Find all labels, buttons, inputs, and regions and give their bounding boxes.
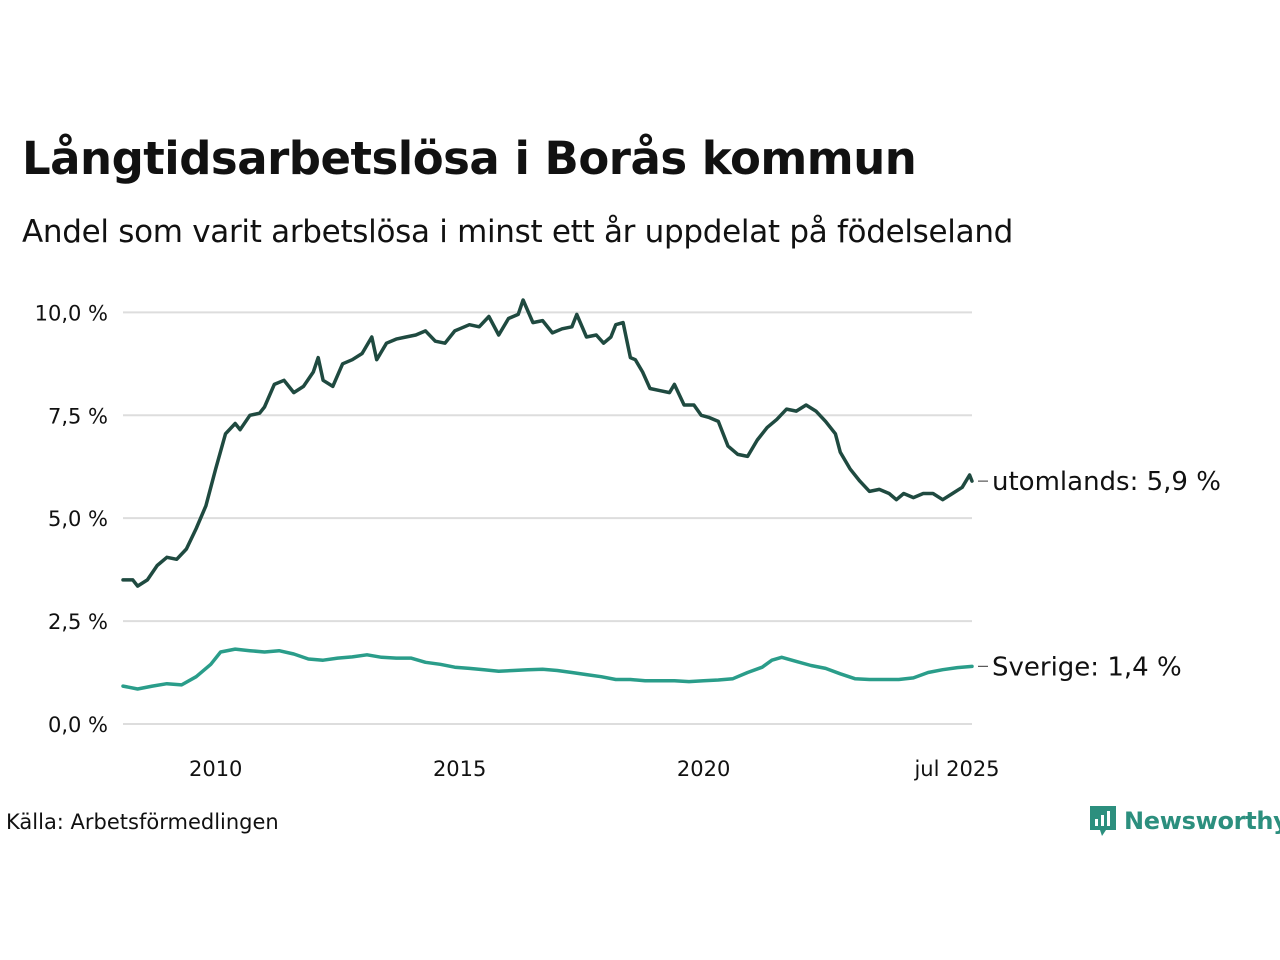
series-end-label: Sverige: 1,4 % xyxy=(992,652,1182,682)
y-tick-label: 10,0 % xyxy=(35,301,108,325)
y-axis-ticks: 0,0 % 2,5 % 5,0 % 7,5 % 10,0 % xyxy=(35,301,108,737)
gridlines xyxy=(123,311,972,725)
series-line-utomlands xyxy=(121,298,974,588)
chart-title: Långtidsarbetslösa i Borås kommun xyxy=(22,132,917,185)
newsworthy-logo: Newsworthy xyxy=(1088,804,1280,838)
newsworthy-logo-icon xyxy=(1090,806,1116,836)
series-lines xyxy=(121,298,974,691)
x-tick-label: 2010 xyxy=(189,757,242,781)
y-tick-label: 0,0 % xyxy=(48,713,108,737)
y-tick-label: 7,5 % xyxy=(48,404,108,428)
x-tick-label: 2020 xyxy=(677,757,730,781)
x-tick-label: jul 2025 xyxy=(913,757,999,781)
brand-name: Newsworthy xyxy=(1124,807,1280,835)
source-note: Källa: Arbetsförmedlingen xyxy=(6,810,279,834)
chart-subtitle: Andel som varit arbetslösa i minst ett å… xyxy=(22,214,1014,250)
y-tick-label: 2,5 % xyxy=(48,610,108,634)
series-line-sverige xyxy=(121,647,974,691)
x-tick-label: 2015 xyxy=(433,757,486,781)
y-tick-label: 5,0 % xyxy=(48,507,108,531)
x-axis-ticks: 2010 2015 2020 jul 2025 xyxy=(189,757,1000,781)
series-end-labels: utomlands: 5,9 % Sverige: 1,4 % xyxy=(978,467,1221,682)
series-end-label: utomlands: 5,9 % xyxy=(992,467,1221,497)
